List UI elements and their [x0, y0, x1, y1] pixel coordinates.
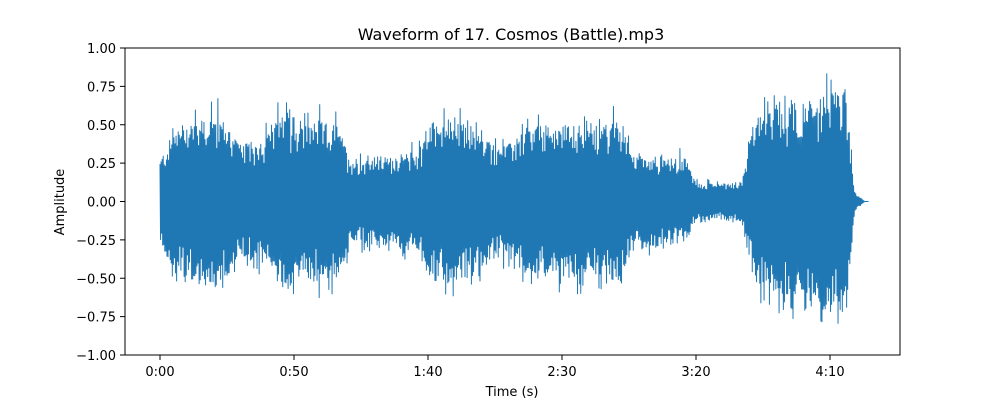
y-tick-label: 0.50: [87, 119, 116, 134]
y-tick-label: 0.00: [87, 196, 116, 211]
y-tick-label: −0.50: [76, 272, 116, 287]
x-tick-label: 3:20: [681, 365, 710, 380]
y-tick-label: 0.75: [87, 80, 116, 95]
x-axis-label: Time (s): [485, 385, 539, 400]
waveform-line: [159, 73, 869, 324]
y-tick-label: 0.25: [87, 157, 116, 172]
y-axis: 1.00 0.75 0.50 0.25 0.00 −0.25 −0.50 −0.75 −1.00: [76, 42, 125, 364]
plot-area: [159, 73, 869, 324]
x-tick-label: 0:00: [145, 365, 174, 380]
x-tick-label: 2:30: [547, 365, 576, 380]
chart-title: Waveform of 17. Cosmos (Battle).mp3: [358, 25, 665, 44]
x-tick-label: 4:10: [815, 365, 844, 380]
x-axis: 0:00 0:50 1:40 2:30 3:20 4:10: [145, 355, 845, 380]
y-tick-label: −0.25: [76, 234, 116, 249]
y-axis-label: Amplitude: [53, 169, 68, 236]
y-tick-label: 1.00: [87, 42, 116, 57]
y-tick-label: −0.75: [76, 311, 116, 326]
x-tick-label: 1:40: [413, 365, 442, 380]
x-tick-label: 0:50: [279, 365, 308, 380]
y-tick-label: −1.00: [76, 349, 116, 364]
